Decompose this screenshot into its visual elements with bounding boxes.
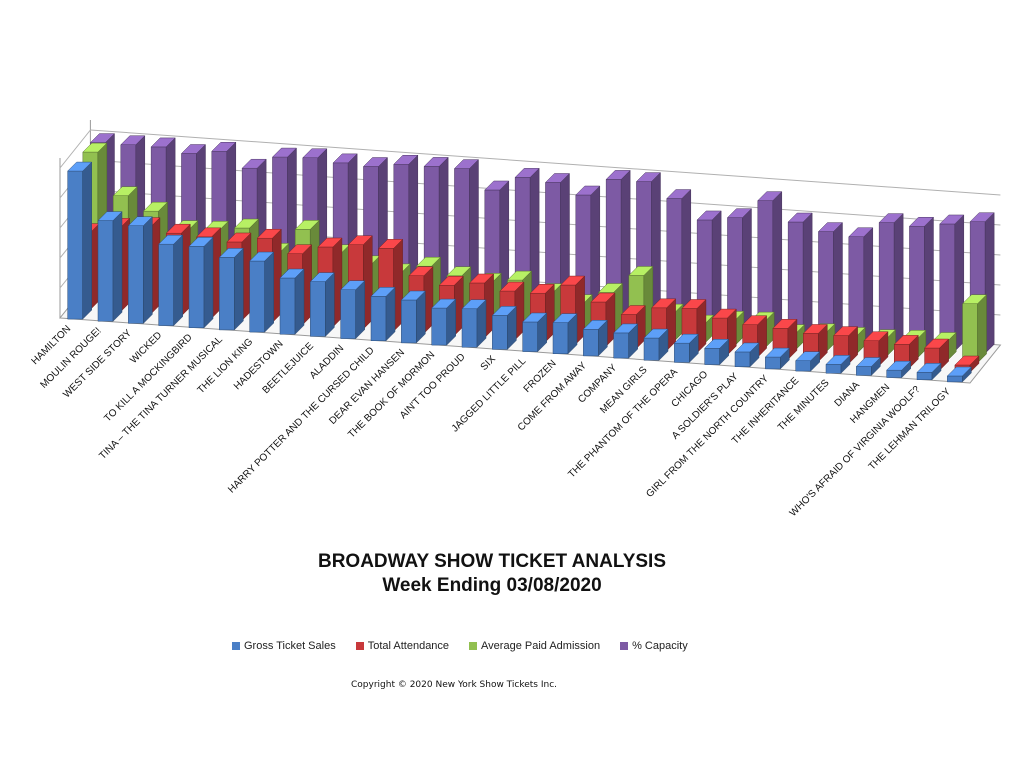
bar--capacity-22 <box>757 191 783 339</box>
bar-gross-ticket-sales-15 <box>522 312 548 353</box>
bar-gross-ticket-sales-3 <box>158 234 184 327</box>
bar-gross-ticket-sales-26 <box>855 356 881 377</box>
bar-gross-ticket-sales-10 <box>370 286 396 342</box>
legend-swatch-admission <box>469 642 478 650</box>
bar-gross-ticket-sales-19 <box>643 328 669 361</box>
category-label: TINA – THE TINA TURNER MUSICAL <box>97 334 225 462</box>
bar-average-paid-admission-29 <box>961 294 988 364</box>
gridline <box>90 129 1001 196</box>
bar-gross-ticket-sales-16 <box>552 313 578 355</box>
bar--capacity-24 <box>817 221 844 344</box>
legend-label-attendance: Total Attendance <box>367 640 450 652</box>
chart-legend: Gross Ticket Sales Total Attendance Aver… <box>232 638 688 654</box>
legend-item-admission: Average Paid Admission <box>469 640 600 652</box>
bar-gross-ticket-sales-11 <box>400 290 426 344</box>
copyright-notice: Copyright © 2020 New York Show Tickets I… <box>351 680 558 690</box>
bar-total-attendance-21 <box>711 308 737 356</box>
bar-gross-ticket-sales-22 <box>734 342 760 368</box>
bar-gross-ticket-sales-29 <box>946 366 972 383</box>
bar--capacity-28 <box>939 214 965 352</box>
bar-gross-ticket-sales-21 <box>704 338 730 366</box>
bar-gross-ticket-sales-2 <box>127 216 153 325</box>
bar-gross-ticket-sales-9 <box>340 280 366 340</box>
category-label: MOULIN ROUGE! <box>38 326 103 391</box>
legend-item-gross: Gross Ticket Sales <box>232 640 336 652</box>
gridline-side <box>59 129 91 169</box>
legend-swatch-gross <box>232 642 240 650</box>
bar-gross-ticket-sales-1 <box>97 211 123 322</box>
bar-gross-ticket-sales-23 <box>764 347 790 370</box>
bar-gross-ticket-sales-0 <box>67 161 93 320</box>
legend-item-capacity: % Capacity <box>620 640 688 652</box>
category-label: THE LION KING <box>196 336 256 396</box>
bar-gross-ticket-sales-27 <box>886 360 912 379</box>
legend-swatch-attendance <box>355 642 364 650</box>
category-label: GIRL FROM THE NORTH COUNTRY <box>644 373 771 500</box>
bar--capacity-27 <box>908 216 935 350</box>
legend-item-attendance: Total Attendance <box>355 640 450 652</box>
bar-gross-ticket-sales-20 <box>673 333 699 364</box>
bar-gross-ticket-sales-17 <box>582 319 608 357</box>
bar--capacity-21 <box>726 208 753 337</box>
bar-gross-ticket-sales-25 <box>825 354 851 374</box>
legend-swatch-capacity <box>620 642 629 650</box>
category-label: SIX <box>479 354 498 373</box>
bar-gross-ticket-sales-6 <box>249 251 275 333</box>
bar-gross-ticket-sales-18 <box>613 323 639 359</box>
chart-bars <box>67 132 995 383</box>
bar-gross-ticket-sales-4 <box>188 236 214 329</box>
chart-title-block: BROADWAY SHOW TICKET ANALYSIS Week Endin… <box>0 550 984 598</box>
bar-gross-ticket-sales-5 <box>218 247 244 331</box>
category-label: AIN'T TOO PROUD <box>398 352 468 422</box>
bar--capacity-26 <box>878 212 904 348</box>
bar-gross-ticket-sales-12 <box>431 298 457 346</box>
bar-gross-ticket-sales-8 <box>309 272 335 338</box>
bar-gross-ticket-sales-24 <box>795 351 821 372</box>
legend-label-admission: Average Paid Admission <box>481 640 601 652</box>
legend-label-capacity: % Capacity <box>632 640 688 652</box>
legend-label-gross: Gross Ticket Sales <box>244 640 336 652</box>
bar-gross-ticket-sales-13 <box>461 299 487 348</box>
bar-gross-ticket-sales-14 <box>491 305 517 351</box>
bar--capacity-25 <box>848 227 874 346</box>
bar-gross-ticket-sales-7 <box>279 268 305 335</box>
bar--capacity-23 <box>787 212 813 342</box>
chart-subtitle: Week Ending 03/08/2020 <box>382 575 602 596</box>
bar-gross-ticket-sales-28 <box>916 362 942 381</box>
chart-title: BROADWAY SHOW TICKET ANALYSIS <box>317 551 667 572</box>
bar--capacity-19 <box>666 188 692 333</box>
category-label: DIANA <box>833 380 863 410</box>
